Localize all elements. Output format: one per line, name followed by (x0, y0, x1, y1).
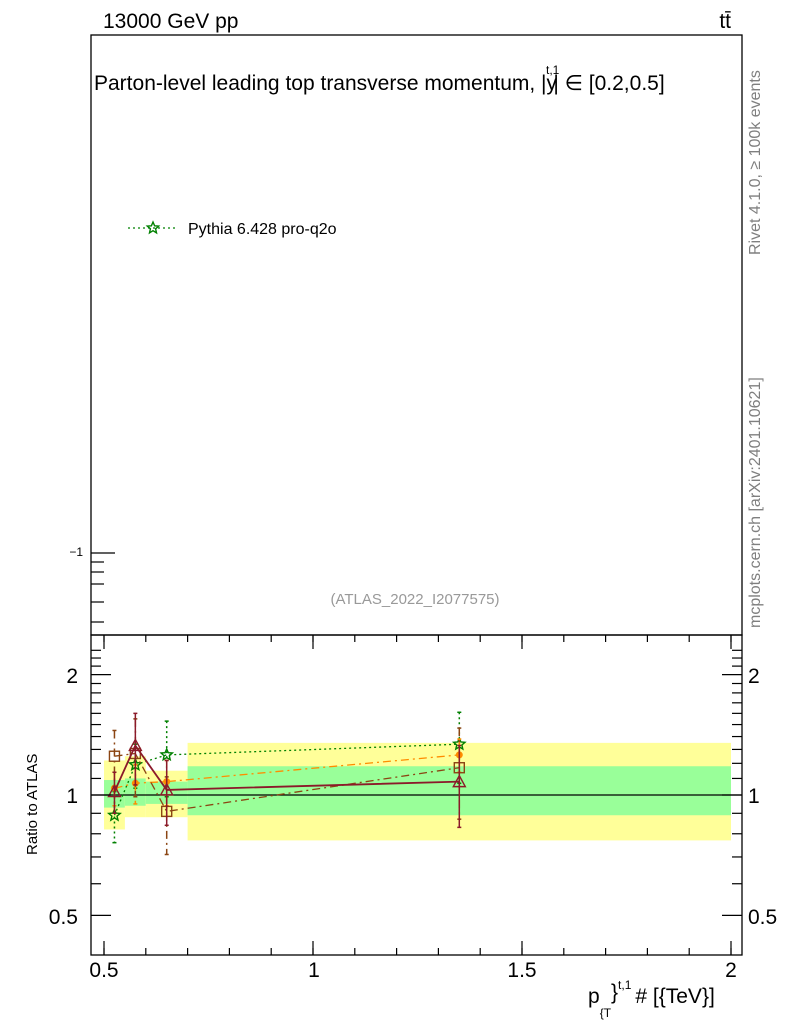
xlabel-sub: {T (600, 1006, 612, 1020)
data-point-star (159, 747, 175, 762)
ratio-ytick-2-left: 2 (66, 665, 78, 688)
plot-title-sup: t,1 (546, 63, 560, 77)
ratio-ylabel: Ratio to ATLAS (24, 754, 41, 855)
ratio-xtick-15: 1.5 (507, 959, 536, 982)
mcplots-label: mcplots.cern.ch [arXiv:2401.10621] (747, 377, 764, 628)
main-panel-frame (90, 34, 743, 636)
data-point-square (108, 750, 121, 762)
xlabel-sup: } (611, 981, 618, 1004)
legend: Pythia 6.428 pro-q2o (128, 220, 337, 238)
rivet-label: Rivet 4.1.0, ≥ 100k events (747, 70, 764, 255)
ratio-ytick-05-left: 0.5 (49, 906, 78, 929)
data-point-star (106, 807, 122, 822)
ratio-ytick-2-right: 2 (748, 665, 760, 688)
energy-label: 13000 GeV pp (103, 10, 238, 33)
ratio-ticks (91, 635, 742, 955)
ratio-xlabel: p{T}t,1 # [{TeV}] (588, 978, 715, 1020)
series-line-0 (113, 743, 460, 816)
series-line-2 (114, 752, 460, 813)
uncertainty-bands (104, 742, 732, 841)
plot-title-tail: | ∈ [0.2,0.5] (553, 72, 664, 95)
plot-title-main: Parton-level leading top transverse mome… (94, 72, 558, 95)
plot-title: Parton-level leading top transverse mome… (94, 63, 665, 95)
legend-label: Pythia 6.428 pro-q2o (188, 221, 337, 238)
xlabel-sup2: t,1 (618, 978, 632, 992)
data-point-triangle (128, 737, 143, 752)
ratio-ytick-1-right: 1 (748, 785, 760, 808)
series-line-3 (113, 743, 460, 792)
main-y-ticks (91, 552, 115, 623)
xlabel-tail: # [{TeV}] (635, 985, 714, 1008)
series-3 (107, 712, 467, 829)
analysis-ref: (ATLAS_2022_I2077575) (330, 591, 499, 608)
ratio-xtick-2: 2 (725, 959, 737, 982)
xlabel-main: p (588, 985, 600, 1008)
process-label: tt̄ (719, 10, 731, 33)
ratio-series (106, 711, 467, 856)
series-line-1 (114, 754, 460, 789)
ratio-xtick-05: 0.5 (89, 959, 118, 982)
ratio-ytick-05-right: 0.5 (748, 906, 777, 929)
ratio-xtick-1: 1 (308, 959, 320, 982)
ratio-ytick-1-left: 1 (66, 785, 78, 808)
data-point-triangle (107, 784, 122, 798)
main-y-tick-label: −1 (69, 545, 83, 559)
data-point-triangle (452, 774, 467, 788)
star-icon (145, 220, 161, 235)
data-point-triangle (159, 782, 174, 796)
